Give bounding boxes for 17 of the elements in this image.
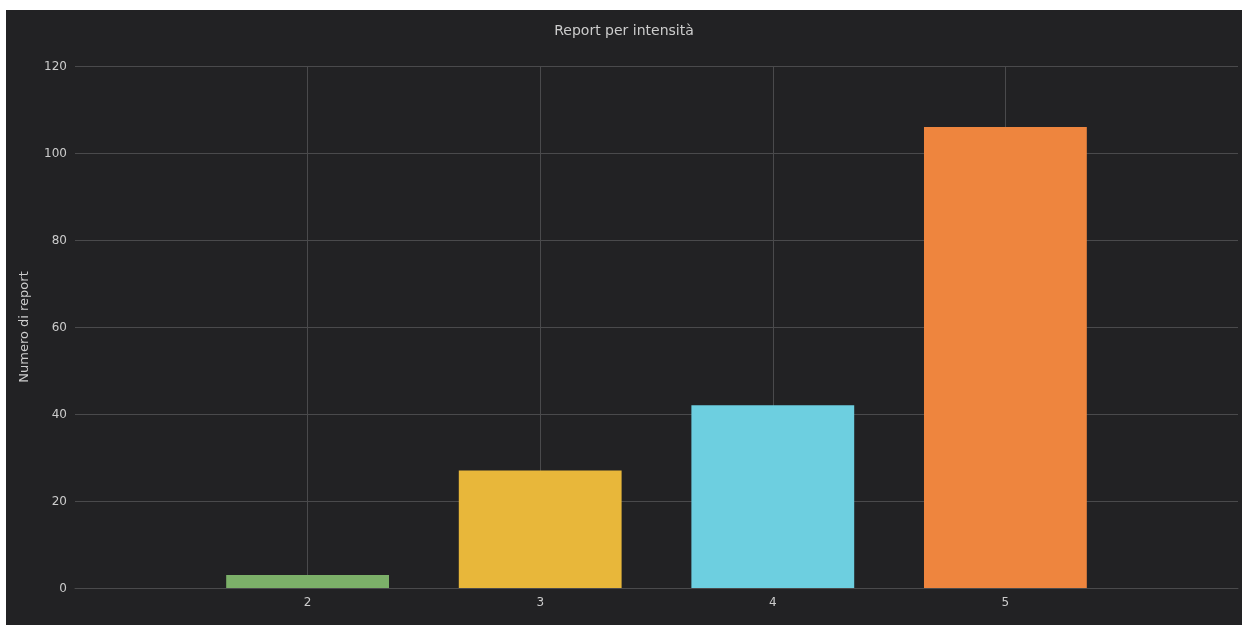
x-tick-label: 2 [303, 595, 312, 609]
bar [226, 574, 390, 588]
y-tick-label: 60 [51, 320, 67, 334]
y-tick-label: 40 [51, 407, 67, 421]
bar [691, 405, 855, 588]
bar [923, 126, 1087, 588]
y-tick-label: 80 [51, 233, 67, 247]
x-tick-label: 5 [1001, 595, 1010, 609]
y-axis-title: Numero di report [16, 271, 31, 383]
x-tick-label: 3 [536, 595, 545, 609]
y-tick-label: 0 [59, 581, 67, 595]
bar [458, 470, 622, 588]
chart-title: Report per intensità [554, 22, 694, 38]
x-tick-label: 4 [768, 595, 777, 609]
y-tick-label: 20 [51, 494, 67, 508]
y-tick-label: 100 [44, 146, 67, 160]
y-tick-label: 120 [44, 59, 67, 73]
